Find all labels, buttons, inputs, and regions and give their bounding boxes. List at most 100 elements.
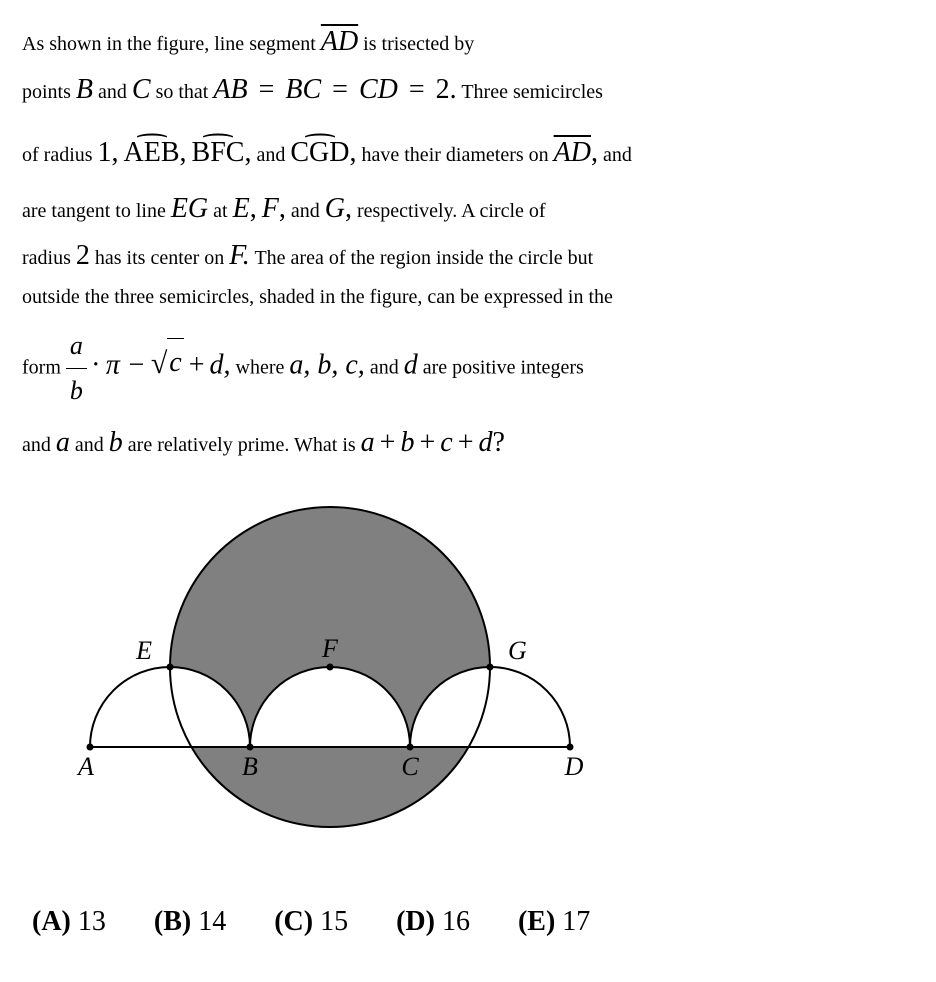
problem-statement: As shown in the figure, line segment AD …	[22, 18, 914, 467]
svg-text:A: A	[76, 752, 94, 781]
var-EG: EG	[171, 193, 208, 224]
text: where	[236, 356, 290, 378]
text: and	[22, 434, 56, 456]
answer-label: (D)	[396, 906, 435, 937]
answer-value: 16	[442, 906, 470, 937]
frac-num: a	[66, 324, 87, 369]
svg-text:G: G	[508, 636, 527, 665]
var-d: d,	[210, 349, 231, 380]
answer-C: (C) 15	[274, 898, 348, 946]
answer-value: 14	[198, 906, 226, 937]
fraction-ab: a b	[66, 324, 87, 413]
text: are positive integers	[423, 356, 584, 378]
equals: =	[326, 74, 354, 105]
segment-AD: AD	[321, 18, 358, 66]
sum-c: c	[440, 427, 452, 458]
var-b: b	[109, 427, 123, 458]
comma: ,	[591, 137, 598, 168]
num-1: 1,	[98, 137, 119, 168]
text: radius	[22, 247, 76, 269]
text: The area of the region inside the circle…	[254, 247, 593, 269]
svg-text:F: F	[321, 634, 339, 663]
text: and	[75, 434, 109, 456]
var-B: B	[76, 74, 93, 105]
text: are tangent to line	[22, 200, 171, 222]
answer-value: 15	[320, 906, 348, 937]
comma: ,	[279, 193, 286, 224]
text: at	[213, 200, 232, 222]
sqrt-sym: √	[151, 347, 167, 380]
text: outside the three semicircles, shaded in…	[22, 286, 613, 308]
text: points	[22, 81, 76, 103]
answer-label: (C)	[274, 906, 313, 937]
var-E: E	[233, 193, 250, 224]
text: has its center on	[95, 247, 229, 269]
plus: +	[380, 427, 396, 458]
sum-b: b	[400, 427, 414, 458]
vars-abc: a, b, c,	[289, 349, 364, 380]
var-C: C	[132, 74, 151, 105]
num-2: 2.	[436, 74, 457, 105]
text: and	[603, 144, 632, 166]
comma: ,	[244, 137, 251, 168]
answer-label: (A)	[32, 906, 71, 937]
var-G: G	[325, 193, 345, 224]
segment-AD: AD	[554, 129, 591, 177]
var-d: d	[404, 349, 418, 380]
figure: E F G A B C D	[60, 497, 914, 878]
answer-D: (D) 16	[396, 898, 470, 946]
sum-d: d	[478, 427, 492, 458]
svg-text:C: C	[401, 752, 419, 781]
figure-svg: E F G A B C D	[60, 497, 620, 867]
comma: ,	[350, 137, 357, 168]
sqrt-c: c	[167, 338, 183, 387]
plus: +	[458, 427, 474, 458]
comma: ,	[180, 137, 187, 168]
num-2: 2	[76, 240, 90, 271]
arc-AEB: AEB	[124, 129, 180, 177]
plus: +	[419, 427, 435, 458]
qmark: ?	[492, 427, 504, 458]
svg-text:E: E	[135, 636, 152, 665]
var-BC: BC	[285, 74, 321, 105]
text: so that	[156, 81, 214, 103]
answer-value: 17	[562, 906, 590, 937]
text: are relatively prime. What is	[128, 434, 361, 456]
cdot-pi-minus: · π −	[92, 349, 146, 380]
var-F: F	[262, 193, 279, 224]
sqrt: √c	[151, 338, 184, 389]
sum-a: a	[361, 427, 375, 458]
text: and	[291, 200, 325, 222]
text: respectively. A circle of	[357, 200, 546, 222]
var-a: a	[56, 427, 70, 458]
equals: =	[253, 74, 281, 105]
answer-label: (B)	[154, 906, 191, 937]
answer-E: (E) 17	[518, 898, 590, 946]
text: have their diameters on	[362, 144, 554, 166]
var-AB: AB	[213, 74, 247, 105]
text: form	[22, 356, 66, 378]
svg-text:B: B	[242, 752, 258, 781]
comma: ,	[345, 193, 352, 224]
answer-A: (A) 13	[32, 898, 106, 946]
text: is trisected by	[363, 33, 474, 55]
var-CD: CD	[359, 74, 398, 105]
plus: +	[189, 349, 205, 380]
answer-B: (B) 14	[154, 898, 226, 946]
answer-label: (E)	[518, 906, 555, 937]
answer-choices: (A) 13 (B) 14 (C) 15 (D) 16 (E) 17	[22, 898, 914, 946]
svg-text:D: D	[564, 752, 584, 781]
equals: =	[403, 74, 431, 105]
var-F: F.	[229, 240, 250, 271]
text: and	[98, 81, 132, 103]
text: and	[370, 356, 404, 378]
frac-den: b	[66, 369, 87, 413]
answer-value: 13	[78, 906, 106, 937]
text: Three semicircles	[461, 81, 603, 103]
arc-CGD: CGD	[290, 129, 349, 177]
text: and	[256, 144, 290, 166]
text: As shown in the figure, line segment	[22, 33, 321, 55]
comma: ,	[250, 193, 257, 224]
arc-BFC: BFC	[192, 129, 245, 177]
text: of radius	[22, 144, 98, 166]
